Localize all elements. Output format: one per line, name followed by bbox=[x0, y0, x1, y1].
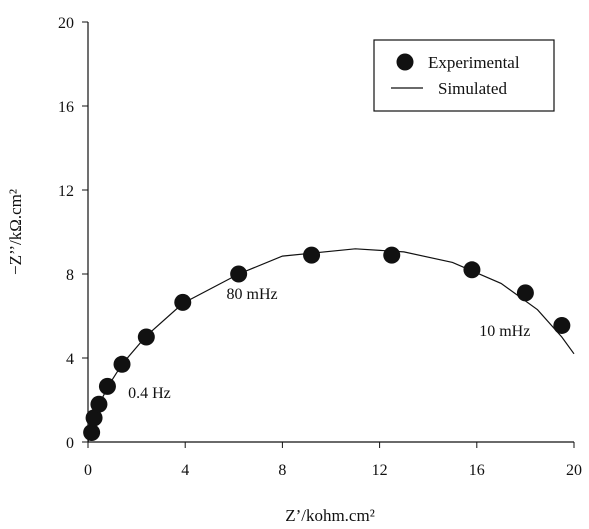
legend-box bbox=[373, 39, 555, 112]
x-axis-label: Z’/kohm.cm² bbox=[285, 506, 375, 525]
experimental-point bbox=[85, 409, 103, 427]
experimental-point bbox=[383, 246, 401, 264]
x-tick-label: 0 bbox=[84, 462, 92, 479]
legend-marker-experimental bbox=[396, 53, 414, 71]
experimental-point bbox=[90, 395, 108, 413]
y-tick-label: 16 bbox=[58, 99, 74, 116]
y-tick-label: 8 bbox=[66, 267, 74, 284]
experimental-point bbox=[303, 246, 321, 264]
experimental-point bbox=[516, 284, 534, 302]
y-tick-label: 20 bbox=[58, 15, 74, 32]
x-tick-label: 12 bbox=[372, 462, 388, 479]
axes: 0 4 8 12 16 20 0 4 8 12 16 20 bbox=[58, 15, 582, 479]
legend: Experimental Simulated bbox=[373, 39, 555, 112]
x-tick-label: 16 bbox=[469, 462, 485, 479]
legend-label-simulated: Simulated bbox=[438, 79, 507, 98]
frequency-annotation: 10 mHz bbox=[479, 323, 530, 340]
legend-label-experimental: Experimental bbox=[428, 53, 520, 72]
series-layer bbox=[83, 246, 575, 443]
simulated-line bbox=[87, 248, 575, 443]
experimental-point bbox=[230, 265, 248, 283]
x-tick-label: 4 bbox=[181, 462, 189, 479]
annotation-layer: 0.4 Hz 80 mHz 10 mHz bbox=[128, 286, 530, 402]
y-tick-label: 0 bbox=[66, 435, 74, 452]
experimental-point bbox=[463, 261, 481, 279]
y-axis-label: −Z’’/kΩ.cm² bbox=[6, 189, 25, 275]
experimental-point bbox=[113, 355, 131, 373]
experimental-point bbox=[553, 316, 571, 334]
experimental-point bbox=[174, 293, 192, 311]
y-tick-label: 12 bbox=[58, 183, 74, 200]
experimental-point bbox=[137, 328, 155, 346]
frequency-annotation: 80 mHz bbox=[227, 286, 278, 303]
frequency-annotation: 0.4 Hz bbox=[128, 385, 171, 402]
experimental-point bbox=[98, 377, 116, 395]
x-tick-label: 8 bbox=[278, 462, 286, 479]
experimental-point bbox=[83, 424, 101, 442]
y-tick-label: 4 bbox=[66, 351, 74, 368]
x-tick-label: 20 bbox=[566, 462, 582, 479]
